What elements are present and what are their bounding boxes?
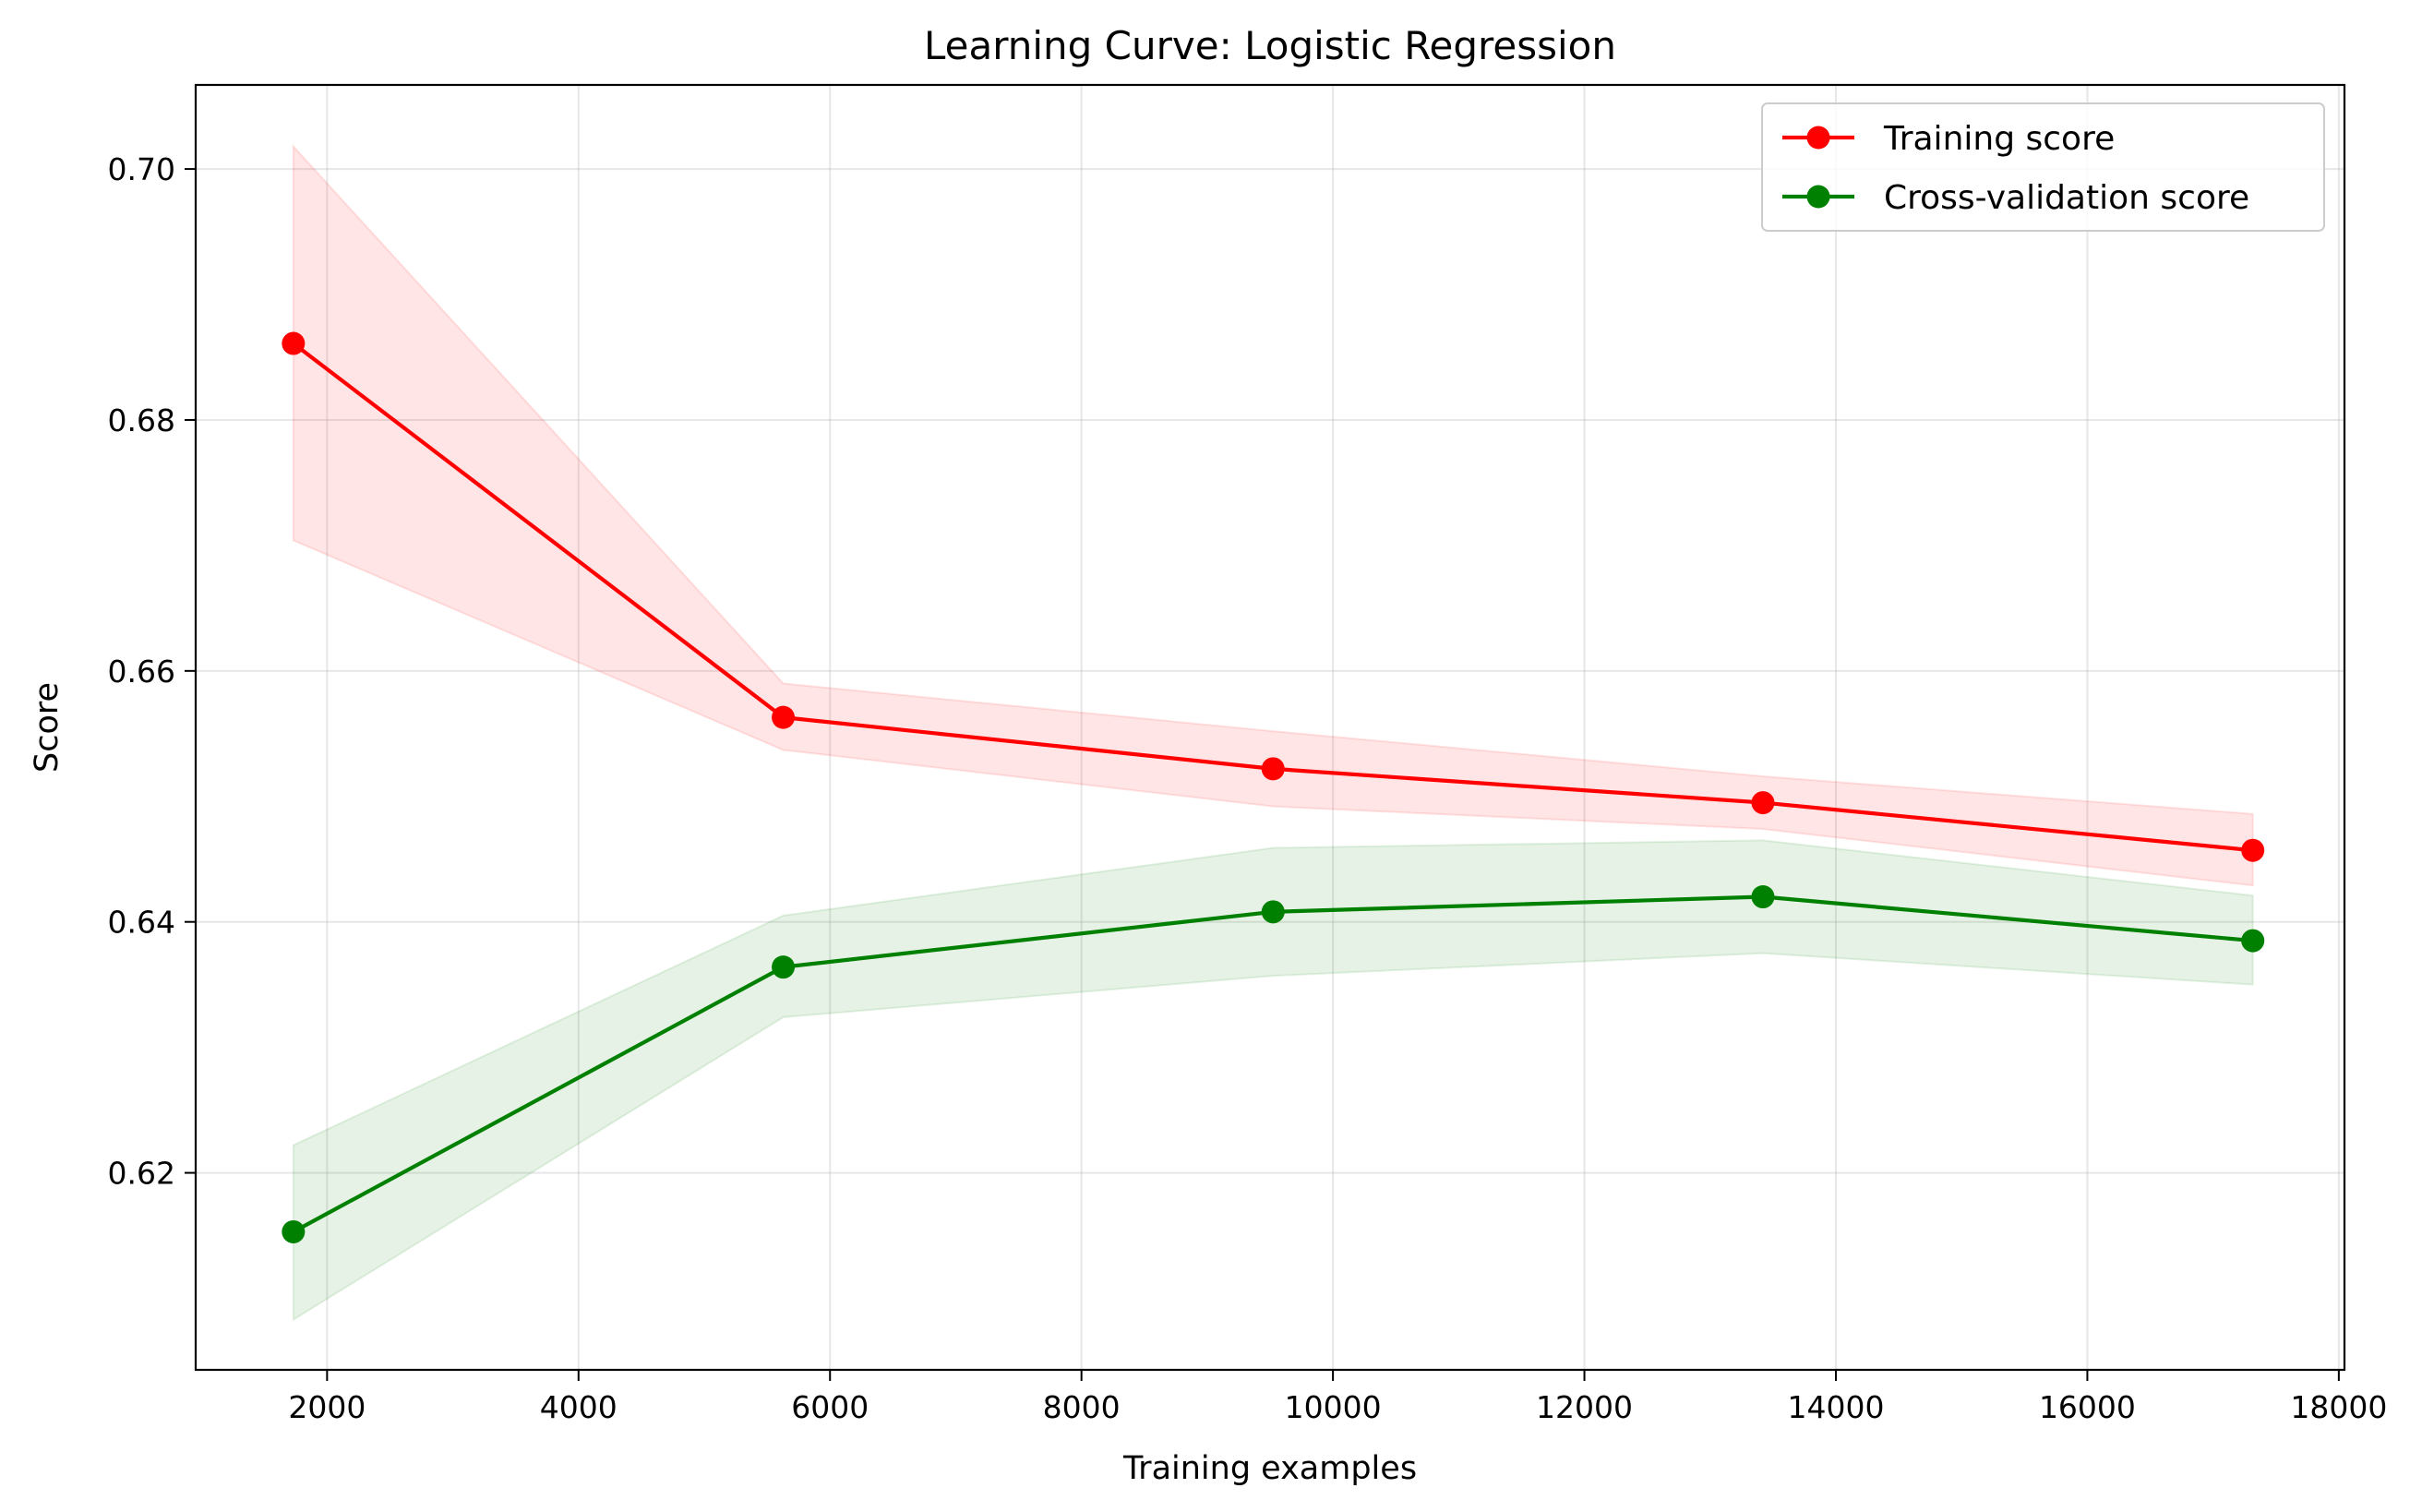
series-markers [282,331,2265,1243]
legend-cross-validation-label: Cross-validation score [1884,179,2249,217]
x-tick-label: 8000 [1043,1389,1121,1425]
x-tick-label: 18000 [2290,1389,2387,1425]
training-score-point [1261,757,1285,781]
training-score-point [1751,791,1775,815]
y-tick-label: 0.70 [108,151,175,187]
x-tick-label: 10000 [1285,1389,1382,1425]
training-score-point [772,705,796,729]
cross-validation-score-point [282,1219,306,1243]
cross-validation-score-point [2241,929,2265,953]
x-axis-ticks: 2000 4000 6000 8000 10000 12000 14000 16000 1800… [288,1370,2387,1425]
x-tick-label: 6000 [791,1389,869,1425]
x-axis-label: Training examples [1122,1450,1417,1487]
cross-validation-score-point [1261,900,1285,924]
cross-validation-score-point [1751,885,1775,909]
legend-cross-validation-marker [1806,185,1830,209]
legend: Training score Cross-validation score [1761,102,2325,232]
y-tick-label: 0.62 [108,1156,175,1192]
legend-training-marker [1806,126,1830,150]
x-tick-label: 2000 [288,1389,366,1425]
y-axis-ticks: 0.62 0.64 0.66 0.68 0.70 [108,151,196,1192]
training-score-point [2241,838,2265,862]
cross-validation-score-point [772,955,796,979]
y-tick-label: 0.64 [108,905,175,941]
legend-training-label: Training score [1883,120,2115,158]
x-tick-label: 16000 [2039,1389,2136,1425]
y-axis-label: Score [29,682,66,773]
legend-box [1761,102,2325,232]
x-tick-label: 12000 [1536,1389,1633,1425]
y-tick-label: 0.68 [108,402,175,438]
training-score-point [282,331,306,355]
x-tick-label: 4000 [540,1389,617,1425]
chart-title: Learning Curve: Logistic Regression [924,23,1616,68]
training-score-band [292,144,2254,887]
y-tick-label: 0.66 [108,654,175,690]
x-tick-label: 14000 [1787,1389,1884,1425]
plot-frame [194,83,2346,1372]
